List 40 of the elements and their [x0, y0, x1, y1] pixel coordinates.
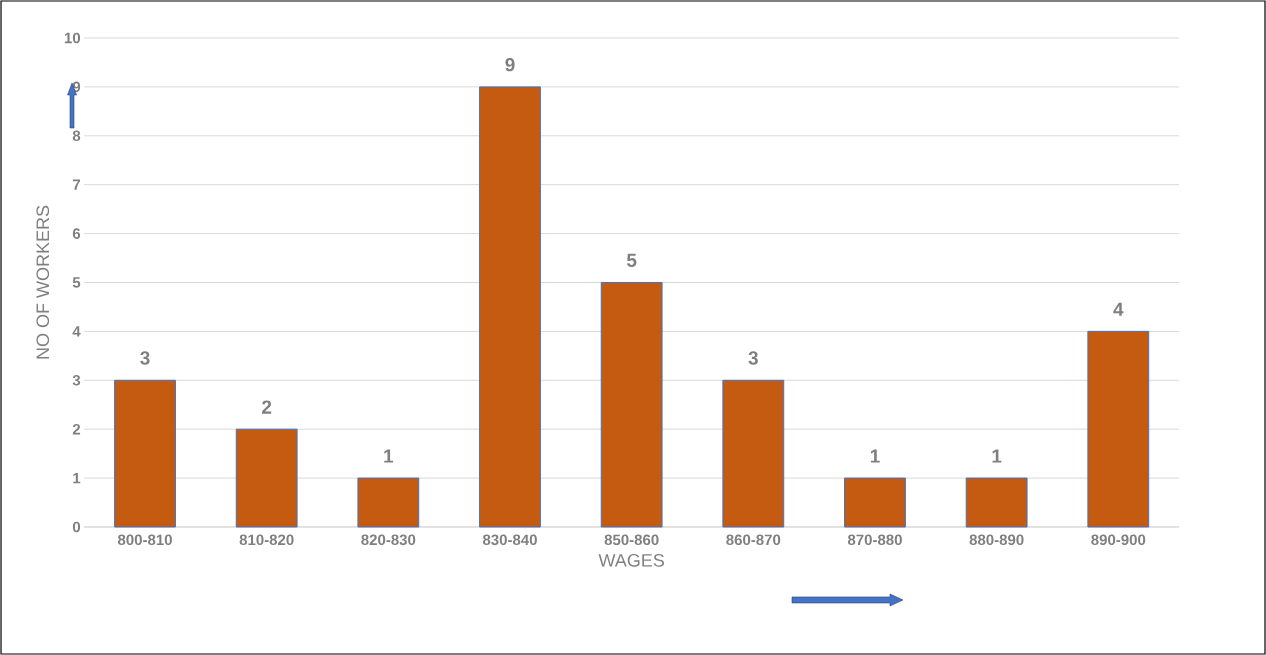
bar: [844, 477, 906, 528]
y-tick-label: 7: [72, 179, 81, 190]
y-tick-label: 2: [72, 423, 81, 435]
bar: [965, 477, 1028, 528]
data-label: 1: [384, 449, 394, 463]
y-tick-label: 6: [72, 228, 81, 239]
data-label: 5: [626, 253, 637, 267]
x-tick-label: 820-830: [361, 534, 416, 546]
x-tick-label: 800-810: [117, 534, 172, 546]
y-tick-label: 1: [73, 472, 81, 484]
x-tick-label: 850-860: [604, 534, 659, 546]
data-label: 2: [262, 400, 272, 414]
x-tick-label: 870-880: [847, 534, 902, 546]
bar: [357, 477, 420, 528]
x-tick-label: 860-870: [726, 534, 781, 546]
x-axis-title: WAGES: [598, 553, 665, 567]
x-tick-label: 880-890: [969, 534, 1024, 546]
x-tick-label: 830-840: [482, 534, 537, 546]
bar: [1087, 330, 1150, 528]
y-tick-label: 8: [72, 130, 81, 142]
y-tick-label: 5: [72, 277, 81, 288]
data-label: 1: [992, 449, 1002, 463]
data-label: 3: [140, 351, 150, 365]
y-tick-label: 9: [72, 81, 81, 93]
x-tick-label: 810-820: [239, 534, 294, 546]
data-label: 4: [1113, 302, 1124, 316]
bar: [722, 379, 785, 528]
x-tick-label: 890-900: [1091, 534, 1146, 546]
bar: [479, 86, 541, 528]
y-tick-label: 4: [72, 326, 81, 337]
y-axis-title: NO OF WORKERS: [36, 205, 50, 359]
data-label: 9: [505, 57, 515, 72]
bar: [114, 379, 176, 528]
bar: [600, 281, 663, 528]
data-label: 1: [870, 449, 880, 463]
bar: [235, 428, 298, 528]
y-tick-label: 0: [72, 521, 81, 533]
data-label: 3: [748, 351, 758, 365]
y-tick-label: 3: [72, 374, 81, 386]
y-tick-label: 10: [64, 32, 81, 44]
